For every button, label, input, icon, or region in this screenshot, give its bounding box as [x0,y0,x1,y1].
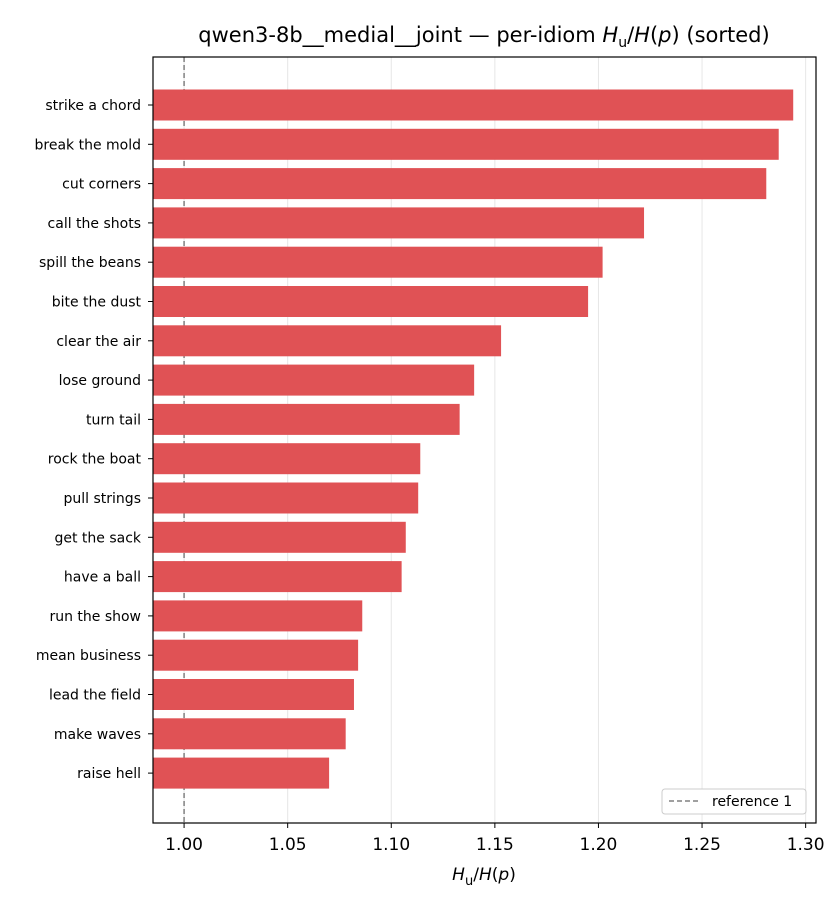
x-tick-label: 1.05 [269,835,307,855]
x-tick-label: 1.15 [476,835,514,855]
bar [153,718,346,750]
category-label: lead the field [49,688,141,704]
category-label: turn tail [86,412,141,428]
legend: reference 1 [661,788,807,815]
category-label: cut corners [62,177,141,193]
category-label: rock the boat [48,452,142,468]
plot-frame [152,56,817,824]
chart-title: qwen3-8b__medial__joint — per-idiom Hu/H… [198,23,769,51]
y-tick-labels: strike a chord break the mold cut corners c… [35,98,153,782]
title-prefix: qwen3-8b__medial__joint — per-idiom [198,23,602,48]
bar [153,325,502,357]
x-tick-labels: 1.00 1.05 1.10 1.15 1.20 1.25 1.30 [165,823,825,855]
bar [153,128,779,160]
x-tick-label: 1.30 [787,835,825,855]
x-tick-label: 1.00 [165,835,203,855]
x-tick-label: 1.10 [372,835,410,855]
bar [153,482,419,514]
bar [153,286,589,317]
bar [153,521,406,553]
bar [153,246,603,278]
category-label: mean business [36,648,141,664]
bar [153,168,767,200]
category-label: pull strings [64,491,141,507]
bars [153,89,794,789]
bar [153,364,475,396]
legend-label: reference 1 [712,794,792,810]
category-label: clear the air [56,334,141,350]
bar [153,561,402,593]
bar [153,679,354,710]
title-suffix: (sorted) [680,23,770,47]
legend-box [661,788,807,815]
x-tick-label: 1.20 [580,835,618,855]
category-label: lose ground [59,373,141,389]
bar [153,207,645,239]
bar [153,443,421,475]
category-label: raise hell [77,766,141,782]
x-axis-label: Hu/H(p) [452,865,516,889]
bar [153,757,330,789]
bar [153,89,794,121]
bar [153,639,359,671]
category-label: make waves [54,727,141,743]
category-label: break the mold [35,137,142,153]
bar [153,403,460,435]
category-label: strike a chord [45,98,141,114]
category-label: bite the dust [52,295,142,311]
category-label: run the show [49,609,141,625]
category-label: spill the beans [39,255,141,271]
category-label: call the shots [48,216,141,232]
category-label: have a ball [64,570,141,586]
category-label: get the sack [54,530,141,546]
bar [153,600,363,632]
x-tick-label: 1.25 [683,835,721,855]
